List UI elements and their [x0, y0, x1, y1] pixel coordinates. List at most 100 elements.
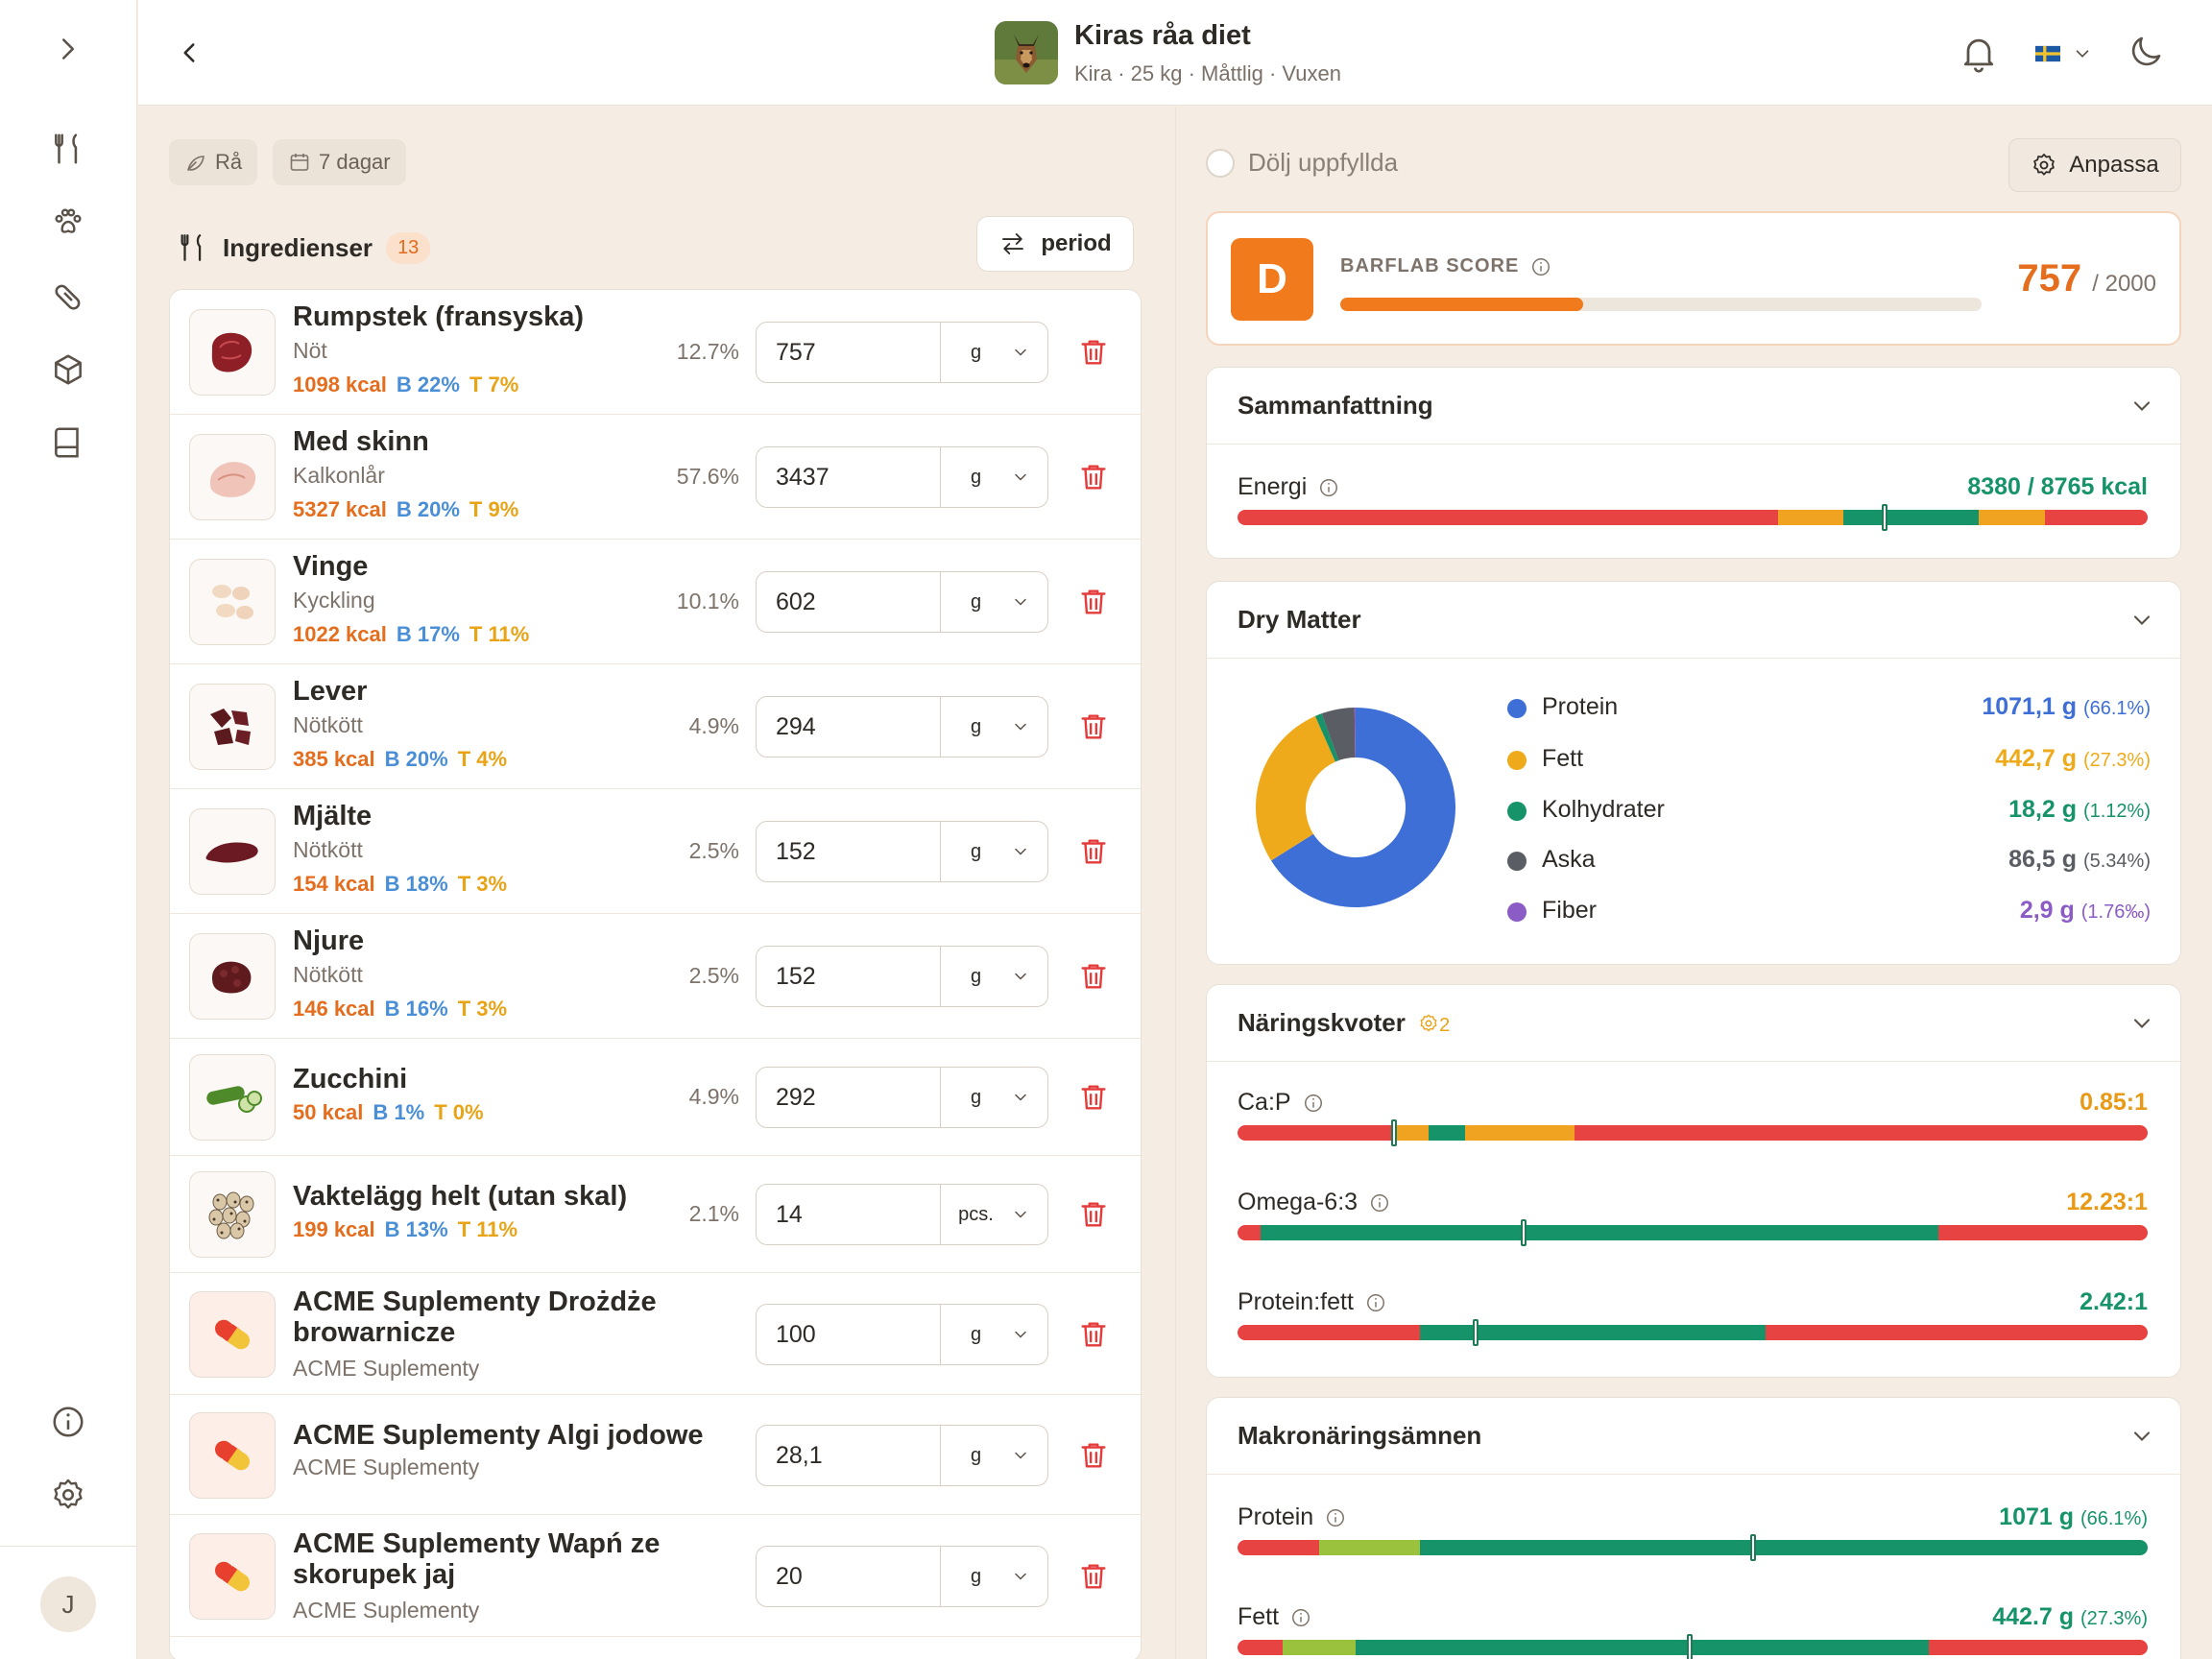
- ingredient-row[interactable]: Rumpstek (fransyska) Nöt 1098 kcal B 22% T 7…: [170, 290, 1141, 415]
- info-icon[interactable]: [1325, 1507, 1346, 1528]
- unit-select[interactable]: g: [941, 447, 1047, 507]
- trash-icon[interactable]: [1077, 1560, 1110, 1593]
- sidebar-item-products[interactable]: [38, 340, 98, 399]
- quantity-input[interactable]: 14: [757, 1185, 941, 1244]
- hide-fulfilled-toggle[interactable]: Dölj uppfyllda: [1206, 148, 1398, 178]
- info-icon[interactable]: [1365, 1292, 1386, 1313]
- trash-icon[interactable]: [1077, 336, 1110, 369]
- ingredient-row[interactable]: Med skinn Kalkonlår 5327 kcal B 20% T 9% 57.…: [170, 415, 1141, 540]
- quantity-input[interactable]: 757: [757, 323, 941, 382]
- info-icon[interactable]: [1530, 256, 1551, 277]
- macro-value: 442.7 g (27.3%): [1992, 1603, 2148, 1631]
- expand-sidebar-button[interactable]: [38, 19, 98, 79]
- quantity-input[interactable]: 28,1: [757, 1426, 941, 1485]
- quantity-input[interactable]: 292: [757, 1068, 941, 1127]
- sidebar-item-info[interactable]: [38, 1392, 98, 1452]
- legend-name: Protein: [1542, 693, 1619, 720]
- macro-range-bar: [1238, 1640, 2148, 1655]
- sidebar-item-diets[interactable]: [38, 119, 98, 179]
- quantity-input[interactable]: 20: [757, 1547, 941, 1606]
- legend-percent: (5.34%): [2082, 851, 2151, 872]
- info-icon[interactable]: [1303, 1093, 1324, 1114]
- info-icon[interactable]: [1369, 1192, 1390, 1214]
- theme-toggle-button[interactable]: [2126, 32, 2170, 76]
- dry-matter-header[interactable]: Dry Matter: [1207, 582, 2180, 659]
- trash-icon[interactable]: [1077, 1081, 1110, 1114]
- ingredient-row[interactable]: Njure Nötkött 146 kcal B 16% T 3% 2.5% 152 g: [170, 914, 1141, 1039]
- period-toggle-button[interactable]: period: [976, 216, 1134, 272]
- ingredient-thumbnail: [189, 1171, 276, 1258]
- unit-select[interactable]: g: [941, 323, 1047, 382]
- legend-item: Fett 442,7 g (27.3%): [1507, 741, 2151, 780]
- macronutrients-header[interactable]: Makronäringsämnen: [1207, 1398, 2180, 1475]
- avatar[interactable]: J: [40, 1576, 96, 1632]
- bell-icon: [1963, 38, 1994, 73]
- score-max: / 2000: [2092, 271, 2156, 297]
- pill-icon: [55, 284, 81, 310]
- unit-select[interactable]: g: [941, 1547, 1047, 1606]
- ingredient-row[interactable]: Lever Nötkött 385 kcal B 20% T 4% 4.9% 294 g: [170, 664, 1141, 789]
- trash-icon[interactable]: [1077, 835, 1110, 868]
- trash-icon[interactable]: [1077, 586, 1110, 618]
- ingredient-row[interactable]: Vaktelägg helt (utan skal) 199 kcal B 13% T…: [170, 1156, 1141, 1273]
- sidebar-item-settings[interactable]: [38, 1465, 98, 1525]
- trash-icon[interactable]: [1077, 960, 1110, 993]
- info-icon[interactable]: [1290, 1607, 1311, 1628]
- sidebar-item-guide[interactable]: [38, 413, 98, 472]
- language-selector[interactable]: [2035, 35, 2108, 73]
- unit-select[interactable]: g: [941, 1305, 1047, 1364]
- ingredient-macros: 5327 kcal B 20% T 9%: [293, 497, 518, 522]
- quantity-input[interactable]: 152: [757, 947, 941, 1006]
- unit-select[interactable]: pcs.: [941, 1185, 1047, 1244]
- ingredient-row[interactable]: ACME Suplementy Wapń ze skorupek jaj ACME…: [170, 1515, 1141, 1637]
- back-button[interactable]: [167, 31, 211, 75]
- legend-name: Aska: [1542, 846, 1596, 873]
- ingredient-percentage: 12.7%: [676, 339, 739, 364]
- energy-label: Energi: [1238, 473, 1339, 501]
- customize-button[interactable]: Anpassa: [2008, 138, 2181, 192]
- ingredient-row[interactable]: Vinge Kyckling 1022 kcal B 17% T 11% 10.1% 6…: [170, 540, 1141, 664]
- unit-select[interactable]: g: [941, 947, 1047, 1006]
- ingredient-protein: B 18%: [384, 872, 448, 896]
- unit-value: g: [970, 1444, 982, 1466]
- nutrient-ratios-header[interactable]: Näringskvoter 2: [1207, 985, 2180, 1062]
- quantity-input[interactable]: 3437: [757, 447, 941, 507]
- unit-select[interactable]: g: [941, 572, 1047, 632]
- ratio-label: Omega-6:3: [1238, 1189, 1390, 1216]
- ingredient-row[interactable]: Zucchini 50 kcal B 1% T 0% 4.9% 292 g: [170, 1039, 1141, 1156]
- trash-icon[interactable]: [1077, 1318, 1110, 1351]
- hide-fulfilled-checkbox[interactable]: [1206, 148, 1235, 178]
- unit-select[interactable]: g: [941, 1426, 1047, 1485]
- days-filter-chip[interactable]: 7 dagar: [273, 139, 406, 185]
- unit-select[interactable]: g: [941, 697, 1047, 757]
- nutrient-ratios-card: Näringskvoter 2 Ca:P 0.85:1 Omega-6:3 12…: [1206, 984, 2181, 1378]
- quantity-input[interactable]: 100: [757, 1305, 941, 1364]
- ingredient-row[interactable]: ACME Suplementy Drożdże browarnicze ACME …: [170, 1273, 1141, 1395]
- trash-icon[interactable]: [1077, 1198, 1110, 1231]
- summary-header[interactable]: Sammanfattning: [1207, 368, 2180, 445]
- notifications-button[interactable]: [1958, 32, 2000, 74]
- info-icon[interactable]: [1318, 477, 1339, 498]
- unit-select[interactable]: g: [941, 822, 1047, 881]
- legend-item: Kolhydrater 18,2 g (1.12%): [1507, 792, 2151, 830]
- avatar-initial: J: [61, 1589, 75, 1619]
- trash-icon[interactable]: [1077, 710, 1110, 743]
- raw-filter-chip[interactable]: Rå: [169, 139, 258, 185]
- ingredient-row[interactable]: ACME Suplementy Algi jodowe ACME Suplemen…: [170, 1395, 1141, 1515]
- ingredient-row[interactable]: Mjälte Nötkött 154 kcal B 18% T 3% 2.5% 152 …: [170, 789, 1141, 914]
- quantity-input[interactable]: 294: [757, 697, 941, 757]
- unit-select[interactable]: g: [941, 1068, 1047, 1127]
- ingredient-percentage: 2.5%: [688, 838, 739, 863]
- ingredient-protein: B 16%: [384, 997, 448, 1021]
- sidebar-item-pets[interactable]: [38, 192, 98, 252]
- trash-icon[interactable]: [1077, 461, 1110, 493]
- ratio-label-text: Ca:P: [1238, 1089, 1291, 1116]
- trash-icon[interactable]: [1077, 1439, 1110, 1472]
- ingredient-name: Mjälte: [293, 801, 373, 831]
- quantity-input[interactable]: 602: [757, 572, 941, 632]
- quantity-input[interactable]: 152: [757, 822, 941, 881]
- ingredient-percentage: 4.9%: [688, 713, 739, 738]
- sidebar-item-supplements[interactable]: [38, 267, 98, 326]
- period-label: period: [1041, 230, 1112, 256]
- ingredient-fat: T 3%: [457, 872, 508, 896]
